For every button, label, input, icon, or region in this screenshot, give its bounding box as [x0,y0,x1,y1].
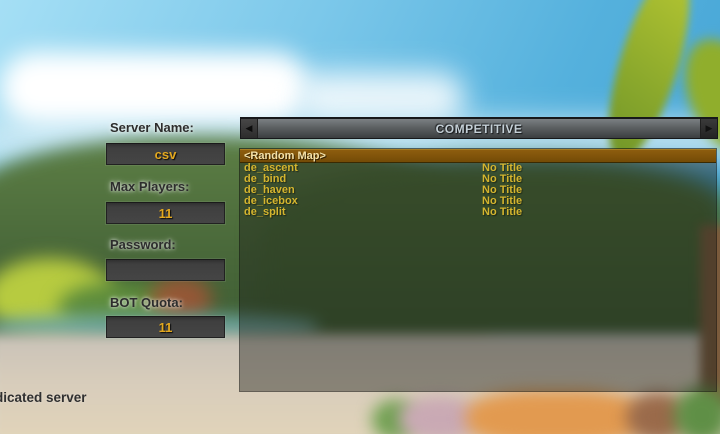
map-title: No Title [482,195,523,207]
left-arrow-icon: ◀ [245,123,253,133]
cloud [295,72,465,124]
map-title: No Title [482,184,523,196]
map-row[interactable]: de_split No Title [240,207,716,218]
map-title: No Title [482,162,523,174]
cloud [0,52,310,124]
map-row[interactable]: de_ascent No Title [240,163,716,174]
foliage [466,390,646,434]
map-list-panel: <Random Map> de_ascent No Title de_bind … [239,148,717,392]
map-title: No Title [482,173,523,185]
map-name: de_ascent [244,162,298,174]
previous-group-button[interactable]: ◀ [241,119,258,138]
green-hill [260,158,720,348]
map-name: de_bind [244,173,287,185]
max-players-label: Max Players: [110,179,190,194]
map-list: de_ascent No Title de_bind No Title de_h… [240,163,716,218]
map-title: No Title [482,206,523,218]
bot-quota-label: BOT Quota: [110,295,183,310]
server-name-input[interactable] [106,143,225,165]
map-row[interactable]: de_bind No Title [240,174,716,185]
right-arrow-icon: ▶ [705,123,713,133]
dedicated-server-label: dicated server [0,390,87,405]
map-row[interactable]: de_icebox No Title [240,196,716,207]
map-name: de_icebox [244,195,298,207]
map-name: de_haven [244,184,295,196]
max-players-input[interactable] [106,202,225,224]
map-group-header: ◀ COMPETITIVE ▶ [240,117,718,139]
map-row[interactable]: de_haven No Title [240,185,716,196]
map-name: de_split [244,206,286,218]
bot-quota-input[interactable] [106,316,225,338]
password-label: Password: [110,237,176,252]
map-row-selected[interactable]: <Random Map> [240,149,716,163]
password-input[interactable] [106,259,225,281]
next-group-button[interactable]: ▶ [700,119,717,138]
palm-trunk [700,225,720,410]
map-group-title: COMPETITIVE [435,121,523,136]
server-name-label: Server Name: [110,120,194,135]
foliage [674,386,720,434]
